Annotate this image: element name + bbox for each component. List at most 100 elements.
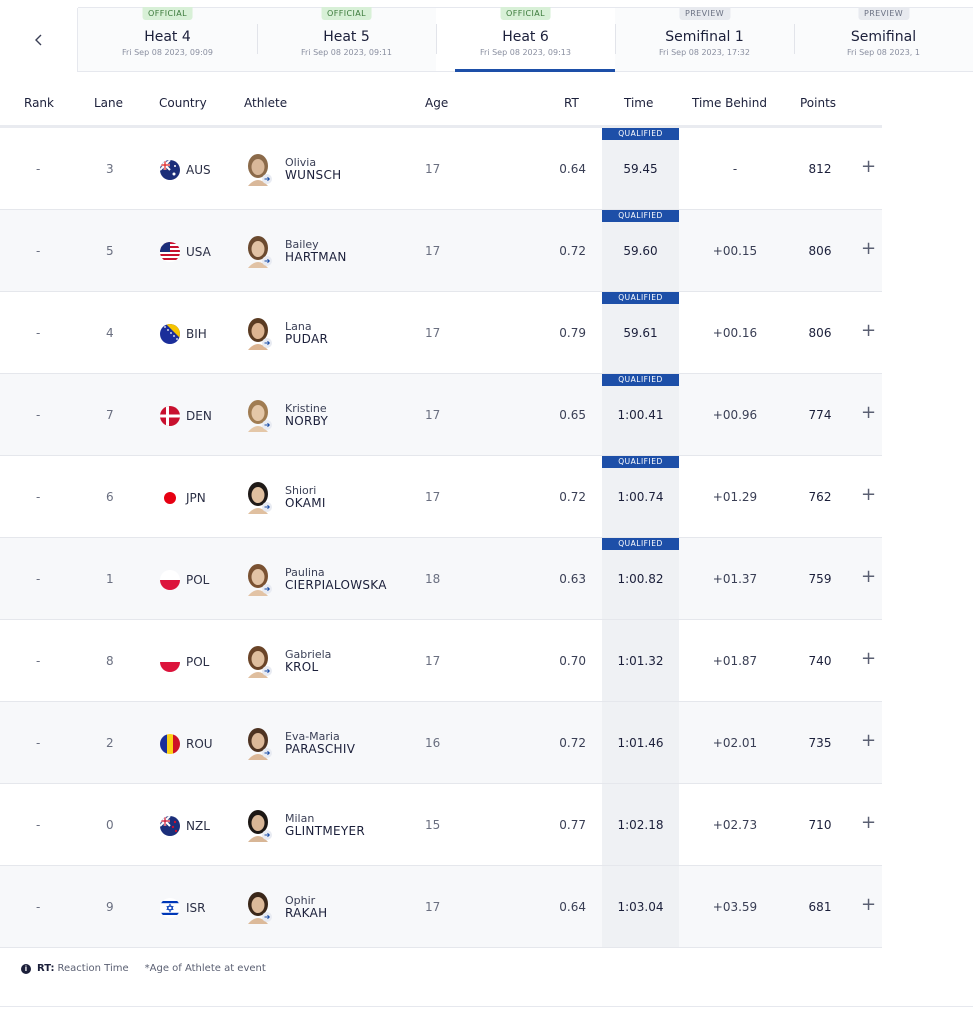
expand-row-plus-icon[interactable]: + [861, 320, 877, 341]
athlete-first-name[interactable]: Olivia [285, 156, 317, 169]
athlete-avatar[interactable] [245, 234, 273, 268]
time-cell: 59.45 [623, 162, 658, 176]
rank-cell: - [36, 162, 41, 176]
expand-row-plus-icon[interactable]: + [861, 812, 877, 833]
athlete-avatar[interactable] [245, 316, 273, 350]
country-cell: ISR [160, 898, 206, 918]
jpn-flag-icon [160, 488, 180, 508]
usa-flag-icon [160, 242, 180, 262]
time-column-highlight [602, 128, 679, 209]
athlete-avatar[interactable] [245, 398, 273, 432]
expand-row-plus-icon[interactable]: + [861, 484, 877, 505]
table-row: - 8 POL Gabriela KROL 17 0.70 1:01.32 +01.87 740 + [0, 620, 882, 702]
athlete-last-name[interactable]: CIERPIALOWSKA [285, 578, 387, 592]
table-row: QUALIFIED - 1 POL Paulina CIERPIALOWSKA 18 0.63… [0, 538, 882, 620]
col-time: Time [624, 96, 654, 110]
time-behind-cell: +00.96 [712, 408, 758, 422]
athlete-first-name[interactable]: Eva-Maria [285, 730, 340, 743]
athlete-last-name[interactable]: PUDAR [285, 332, 329, 346]
athlete-avatar[interactable] [245, 562, 273, 596]
expand-row-plus-icon[interactable]: + [861, 238, 877, 259]
athlete-first-name[interactable]: Kristine [285, 402, 327, 415]
heat-title: Semifinal 1 [665, 29, 744, 45]
athlete-first-name[interactable]: Paulina [285, 566, 325, 579]
time-cell: 1:00.74 [617, 490, 664, 504]
expand-row-plus-icon[interactable]: + [861, 156, 877, 177]
athlete-first-name[interactable]: Shiori [285, 484, 317, 497]
heat-title: Heat 4 [144, 29, 191, 45]
rank-cell: - [36, 326, 41, 340]
athlete-photo-icon [248, 482, 272, 514]
heat-tab[interactable]: PREVIEW Semifinal Fri Sep 08 2023, 1 [794, 7, 973, 71]
age-cell: 18 [425, 572, 441, 586]
time-column-highlight [602, 456, 679, 537]
time-column-highlight [602, 866, 679, 947]
previous-heats-button[interactable] [0, 8, 78, 72]
athlete-avatar[interactable] [245, 644, 273, 678]
athlete-avatar[interactable] [245, 480, 273, 514]
athlete-last-name[interactable]: OKAMI [285, 496, 326, 510]
heat-tab[interactable]: OFFICIAL Heat 5 Fri Sep 08 2023, 09:11 [257, 7, 436, 71]
athlete-first-name[interactable]: Ophir [285, 894, 316, 907]
lane-cell: 9 [106, 900, 114, 914]
athlete-avatar[interactable] [245, 890, 273, 924]
expand-row-plus-icon[interactable]: + [861, 402, 877, 423]
country-code: BIH [186, 327, 207, 341]
rank-cell: - [36, 408, 41, 422]
athlete-avatar[interactable] [245, 152, 273, 186]
qualified-badge: QUALIFIED [602, 456, 679, 468]
athlete-last-name[interactable]: PARASCHIV [285, 742, 356, 756]
time-behind-cell: +01.87 [712, 654, 758, 668]
athlete-last-name[interactable]: WUNSCH [285, 168, 342, 182]
athlete-last-name[interactable]: HARTMAN [285, 250, 347, 264]
age-cell: 17 [425, 654, 441, 668]
heat-tab[interactable]: OFFICIAL Heat 6 Fri Sep 08 2023, 09:13 [436, 7, 615, 72]
athlete-first-name[interactable]: Bailey [285, 238, 319, 251]
rank-cell: - [36, 818, 41, 832]
time-column-highlight [602, 784, 679, 865]
col-age: Age [425, 96, 449, 110]
time-cell: 59.61 [623, 326, 658, 340]
athlete-photo-icon [248, 892, 272, 924]
col-athlete: Athlete [244, 96, 288, 110]
time-cell: 1:00.82 [617, 572, 664, 586]
heat-navigation: OFFICIAL Heat 4 Fri Sep 08 2023, 09:09 OFFI… [0, 0, 973, 80]
expand-row-plus-icon[interactable]: + [861, 894, 877, 915]
athlete-last-name[interactable]: NORBY [285, 414, 329, 428]
heat-tab[interactable]: OFFICIAL Heat 4 Fri Sep 08 2023, 09:09 [78, 7, 257, 71]
athlete-first-name[interactable]: Milan [285, 812, 315, 825]
qualified-badge: QUALIFIED [602, 292, 679, 304]
col-lane: Lane [94, 96, 124, 110]
athlete-last-name[interactable]: KROL [285, 660, 319, 674]
country-code: USA [186, 245, 211, 259]
heat-date: Fri Sep 08 2023, 09:09 [122, 48, 213, 57]
expand-row-plus-icon[interactable]: + [861, 730, 877, 751]
heat-tab[interactable]: PREVIEW Semifinal 1 Fri Sep 08 2023, 17:32 [615, 7, 794, 71]
country-cell: DEN [160, 406, 212, 426]
athlete-last-name[interactable]: GLINTMEYER [285, 824, 366, 838]
heat-status-badge: OFFICIAL [321, 7, 372, 20]
athlete-avatar[interactable] [245, 808, 273, 842]
expand-row-plus-icon[interactable]: + [861, 566, 877, 587]
country-cell: BIH [160, 324, 207, 344]
qualified-badge: QUALIFIED [602, 538, 679, 550]
chevron-left-icon [35, 34, 42, 46]
time-cell: 59.60 [623, 244, 658, 258]
athlete-first-name[interactable]: Lana [285, 320, 312, 333]
table-row: - 0 NZL Milan GLINTMEYER 15 0.77 1:02.18 +02.73 7… [0, 784, 882, 866]
info-icon: i [21, 963, 31, 974]
reaction-time-cell: 0.79 [559, 326, 586, 340]
active-tab-indicator [455, 69, 615, 72]
country-code: DEN [186, 409, 212, 423]
age-cell: 17 [425, 326, 441, 340]
expand-row-plus-icon[interactable]: + [861, 648, 877, 669]
athlete-avatar[interactable] [245, 726, 273, 760]
athlete-photo-icon [248, 400, 272, 432]
age-cell: 16 [425, 736, 441, 750]
lane-cell: 0 [106, 818, 114, 832]
athlete-first-name[interactable]: Gabriela [285, 648, 332, 661]
rt-definition: Reaction Time [57, 963, 129, 974]
athlete-last-name[interactable]: RAKAH [285, 906, 328, 920]
heat-title: Heat 6 [502, 29, 549, 45]
footnote: i RT: Reaction Time *Age of Athlete at e… [21, 963, 266, 974]
